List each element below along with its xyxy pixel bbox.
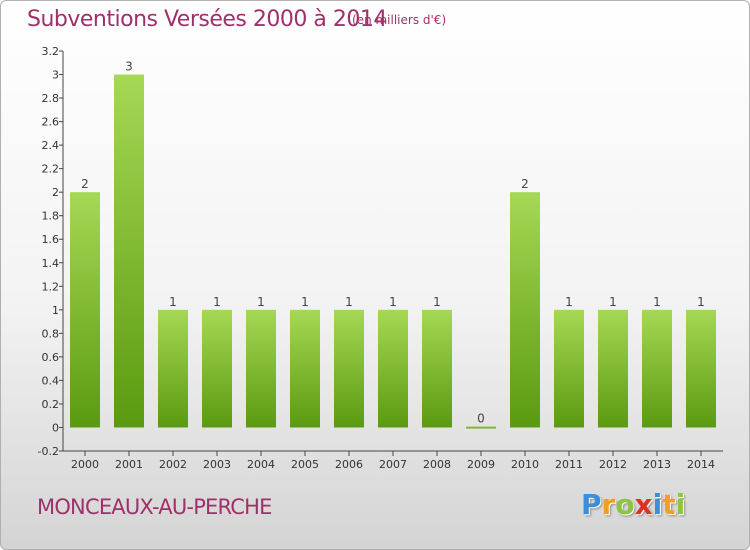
data-label: 0 [477, 411, 485, 425]
x-tick-label: 2006 [335, 458, 363, 471]
logo-letter: i [652, 488, 663, 521]
logo-letter: P [581, 488, 602, 521]
x-tick-label: 2001 [115, 458, 143, 471]
bar [378, 309, 408, 428]
y-tick-label: 2.4 [42, 139, 60, 152]
x-tick-label: 2002 [159, 458, 187, 471]
bar [158, 309, 188, 428]
bar [202, 309, 232, 428]
data-label: 1 [257, 295, 265, 309]
data-label: 1 [213, 295, 221, 309]
y-tick-label: 2.6 [42, 116, 60, 129]
data-label: 1 [345, 295, 353, 309]
y-tick-label: 0.8 [42, 327, 60, 340]
bar [642, 309, 672, 428]
data-label: 1 [169, 295, 177, 309]
y-tick-label: 1.4 [42, 257, 60, 270]
logo-letter: o [615, 488, 635, 521]
x-tick-label: 2013 [643, 458, 671, 471]
bar [554, 309, 584, 428]
bar [422, 309, 452, 428]
bar [246, 309, 276, 428]
x-tick-label: 2014 [687, 458, 715, 471]
place-name: MONCEAUX-AU-PERCHE [37, 495, 272, 519]
y-tick-label: 2.8 [42, 92, 60, 105]
bar [686, 309, 716, 428]
x-tick-label: 2003 [203, 458, 231, 471]
y-tick-label: 1.8 [42, 210, 60, 223]
bar [70, 192, 100, 428]
data-label: 1 [653, 295, 661, 309]
data-label: 1 [301, 295, 309, 309]
y-tick-label: 2 [52, 186, 59, 199]
x-tick-label: 2005 [291, 458, 319, 471]
x-tick-label: 2007 [379, 458, 407, 471]
proxiti-logo: Proxiti [581, 488, 685, 521]
y-tick-label: 0.6 [42, 351, 60, 364]
y-tick-label: -0.2 [38, 445, 59, 458]
logo-letter: t [662, 488, 676, 521]
data-label: 2 [521, 177, 529, 191]
y-tick-label: 3 [52, 69, 59, 82]
chart-title: Subventions Versées 2000 à 2014 [27, 7, 387, 32]
logo-letter: i [675, 488, 686, 521]
x-tick-label: 2012 [599, 458, 627, 471]
y-tick-label: 2.2 [42, 163, 60, 176]
y-tick-label: 0.4 [42, 374, 60, 387]
x-tick-label: 2008 [423, 458, 451, 471]
data-label: 2 [81, 177, 89, 191]
x-tick-label: 2011 [555, 458, 583, 471]
bar [290, 309, 320, 428]
data-label: 1 [389, 295, 397, 309]
bar [510, 192, 540, 428]
data-label: 1 [433, 295, 441, 309]
x-tick-label: 2004 [247, 458, 275, 471]
x-tick-label: 2010 [511, 458, 539, 471]
x-tick-label: 2000 [71, 458, 99, 471]
y-tick-label: 3.2 [42, 45, 60, 58]
y-tick-label: 1.6 [42, 233, 60, 246]
bar [466, 426, 496, 429]
y-tick-label: 1.2 [42, 280, 60, 293]
chart-subtitle: (en milliers d'€) [352, 13, 447, 27]
data-label: 1 [565, 295, 573, 309]
x-tick-label: 2009 [467, 458, 495, 471]
bar [114, 74, 144, 428]
bar [334, 309, 364, 428]
logo-letter: r [601, 488, 616, 521]
bar [598, 309, 628, 428]
logo-letter: x [634, 488, 653, 521]
y-tick-label: 1 [52, 304, 59, 317]
data-label: 1 [697, 295, 705, 309]
data-label: 1 [609, 295, 617, 309]
y-tick-label: 0.2 [42, 398, 60, 411]
y-tick-label: 0 [52, 421, 59, 434]
data-label: 3 [125, 60, 133, 74]
